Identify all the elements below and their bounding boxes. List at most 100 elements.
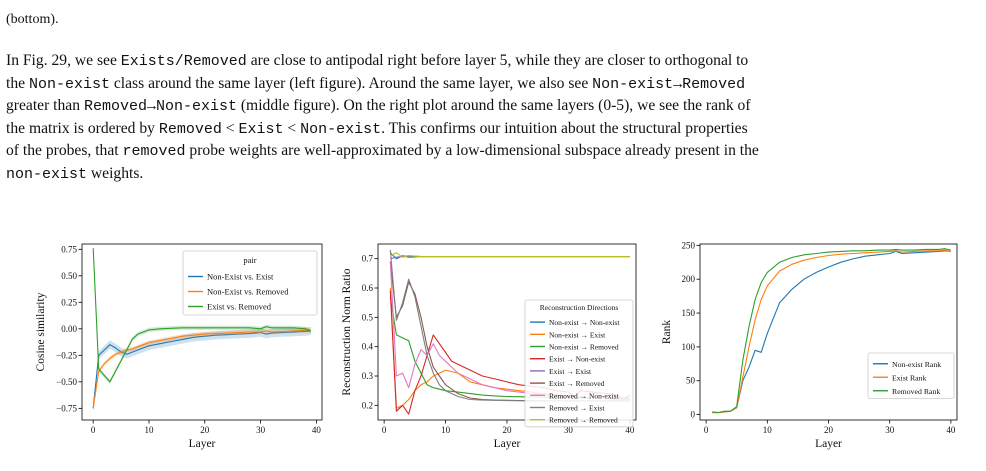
legend-box — [524, 299, 634, 428]
code-span: removed — [122, 143, 186, 161]
legend-entry: Exist → Exist — [549, 367, 592, 376]
y-tick-label: 0.50 — [61, 271, 77, 281]
axes-frame — [81, 243, 323, 421]
y-tick-label: 0.6 — [362, 283, 374, 293]
y-tick-label: 0.3 — [362, 371, 374, 381]
continuation-text: (bottom). — [6, 12, 59, 27]
legend-entry: Non-exist → Non-exist — [549, 318, 620, 327]
x-tick-label: 30 — [256, 425, 266, 435]
y-tick-label: 0.00 — [61, 324, 77, 334]
y-axis-label: Cosine similarity — [35, 292, 47, 371]
legend-entry: Non-exist → Removed — [549, 343, 619, 352]
series-line — [92, 330, 311, 409]
y-tick-label: 0.4 — [362, 342, 374, 352]
code-span: Exist — [238, 120, 284, 138]
text-span: are close to antipodal right before laye… — [246, 52, 749, 69]
code-span: Removed — [158, 120, 222, 138]
code-span: Exists/Removed — [120, 53, 247, 70]
legend-entry: Exist → Non-exist — [549, 355, 606, 364]
code-span: Removed→Non-exist — [83, 98, 237, 116]
y-tick-label: 0 — [691, 410, 696, 420]
legend-entry: Removed → Exist — [549, 404, 605, 413]
legend-title: pair — [243, 255, 256, 265]
y-tick-label: 0.75 — [61, 244, 77, 254]
series-line — [712, 249, 952, 414]
code-span: non-exist — [6, 165, 88, 183]
x-tick-label: 30 — [885, 425, 895, 435]
y-tick-label: 50 — [686, 376, 696, 386]
x-tick-label: 10 — [763, 425, 773, 435]
legend-entry: Exist → Removed — [549, 379, 605, 388]
text-span: . This confirms our intuition about the … — [381, 119, 748, 137]
x-tick-label: 40 — [625, 425, 635, 435]
y-tick-label: 0.2 — [362, 400, 373, 410]
text-span: In Fig. 29, we see — [6, 52, 121, 69]
legend-box — [867, 352, 955, 399]
legend-entry: Non-Exist vs. Exist — [207, 272, 274, 282]
plot-area — [712, 248, 952, 414]
paragraph-line: non-exist weights. — [6, 163, 980, 186]
code-span: Non-exist — [28, 75, 110, 93]
y-tick-label: −0.75 — [56, 403, 77, 413]
x-tick-label: 0 — [382, 425, 387, 435]
paragraph-line: the matrix is ordered by Removed < Exist… — [6, 118, 980, 141]
series-line — [92, 329, 311, 409]
text-span: < — [283, 119, 301, 137]
paragraph-line: of the probes, that removed probe weight… — [6, 140, 980, 163]
x-axis-label: Layer — [815, 438, 842, 450]
x-tick-label: 0 — [91, 425, 96, 435]
x-tick-label: 30 — [564, 425, 574, 435]
series-line — [390, 252, 630, 258]
legend: pair Non-Exist vs. Exist Non-Exist vs. Rem… — [182, 250, 318, 316]
legend-entry: Non-Exist vs. Removed — [207, 287, 289, 297]
text-span: the matrix is ordered by — [6, 119, 159, 137]
text-span: probe weights are well-approximated by a… — [185, 142, 759, 160]
legend-entry: Removed → Removed — [549, 416, 618, 425]
y-tick-label: 0.7 — [362, 254, 374, 264]
series-line — [389, 252, 630, 260]
text-span: the — [6, 74, 29, 92]
x-tick-label: 20 — [200, 425, 210, 435]
y-tick-label: 100 — [682, 342, 696, 352]
text-span: (middle figure). On the right plot aroun… — [236, 97, 751, 115]
paragraph-line: greater than Removed→Non-exist (middle f… — [6, 95, 980, 118]
y-tick-label: 250 — [682, 240, 696, 250]
paragraph-line: In Fig. 29, we see Exists/Removed are cl… — [6, 50, 980, 73]
legend-entry: Exist Rank — [892, 373, 927, 382]
series-line — [712, 248, 952, 414]
text-span: weights. — [87, 164, 144, 182]
x-tick-label: 10 — [144, 425, 154, 435]
x-tick-label: 0 — [704, 425, 709, 435]
legend-entry: Removed Rank — [892, 387, 940, 396]
y-axis-label: Reconstruction Norm Ratio — [341, 268, 353, 395]
legend-box — [182, 250, 318, 316]
chart-panel-3: 0 10 20 30 40 0 50 100 150 200 250 Layer Rank Non-exi… — [661, 240, 958, 450]
text-span: greater than — [6, 97, 84, 115]
legend-entry: Non-exist → Exist — [549, 330, 606, 339]
x-axis-label: Layer — [494, 438, 521, 450]
y-tick-label: 0.5 — [362, 312, 374, 322]
y-tick-label: 200 — [682, 274, 696, 284]
plot-area — [92, 246, 311, 413]
x-tick-label: 10 — [441, 425, 451, 435]
legend-entry: Removed → Non-exist — [549, 391, 619, 400]
y-axis-label: Rank — [661, 320, 673, 345]
chart-panel-1: 0 10 20 30 40 −0.75 −0.50 −0.25 0.00 0.25 0.50 0.75… — [35, 243, 323, 450]
legend: Non-exist Rank Exist Rank Removed Rank — [867, 352, 955, 399]
chart-panel-2: 0 10 20 30 400.20.30.40.50.60.7LayerReconstr… — [341, 243, 637, 450]
legend: Reconstruction Directions Non-exist → Non… — [524, 299, 634, 428]
y-tick-label: −0.50 — [56, 377, 77, 387]
x-axis-label: Layer — [189, 438, 216, 450]
body-paragraph: In Fig. 29, we see Exists/Removed are cl… — [6, 50, 980, 186]
legend-entry: Exist vs. Removed — [207, 302, 272, 312]
y-tick-label: −0.25 — [56, 350, 77, 360]
legend-title: Reconstruction Directions — [540, 303, 619, 312]
text-span: of the probes, that — [6, 142, 123, 160]
text-span: < — [221, 119, 239, 137]
x-tick-label: 20 — [824, 425, 834, 435]
legend-entry: Non-exist Rank — [892, 360, 941, 369]
paragraph-line: the Non-exist class around the same laye… — [6, 73, 980, 96]
code-span: Non-exist→Removed — [592, 75, 746, 93]
confidence-band — [93, 326, 311, 413]
